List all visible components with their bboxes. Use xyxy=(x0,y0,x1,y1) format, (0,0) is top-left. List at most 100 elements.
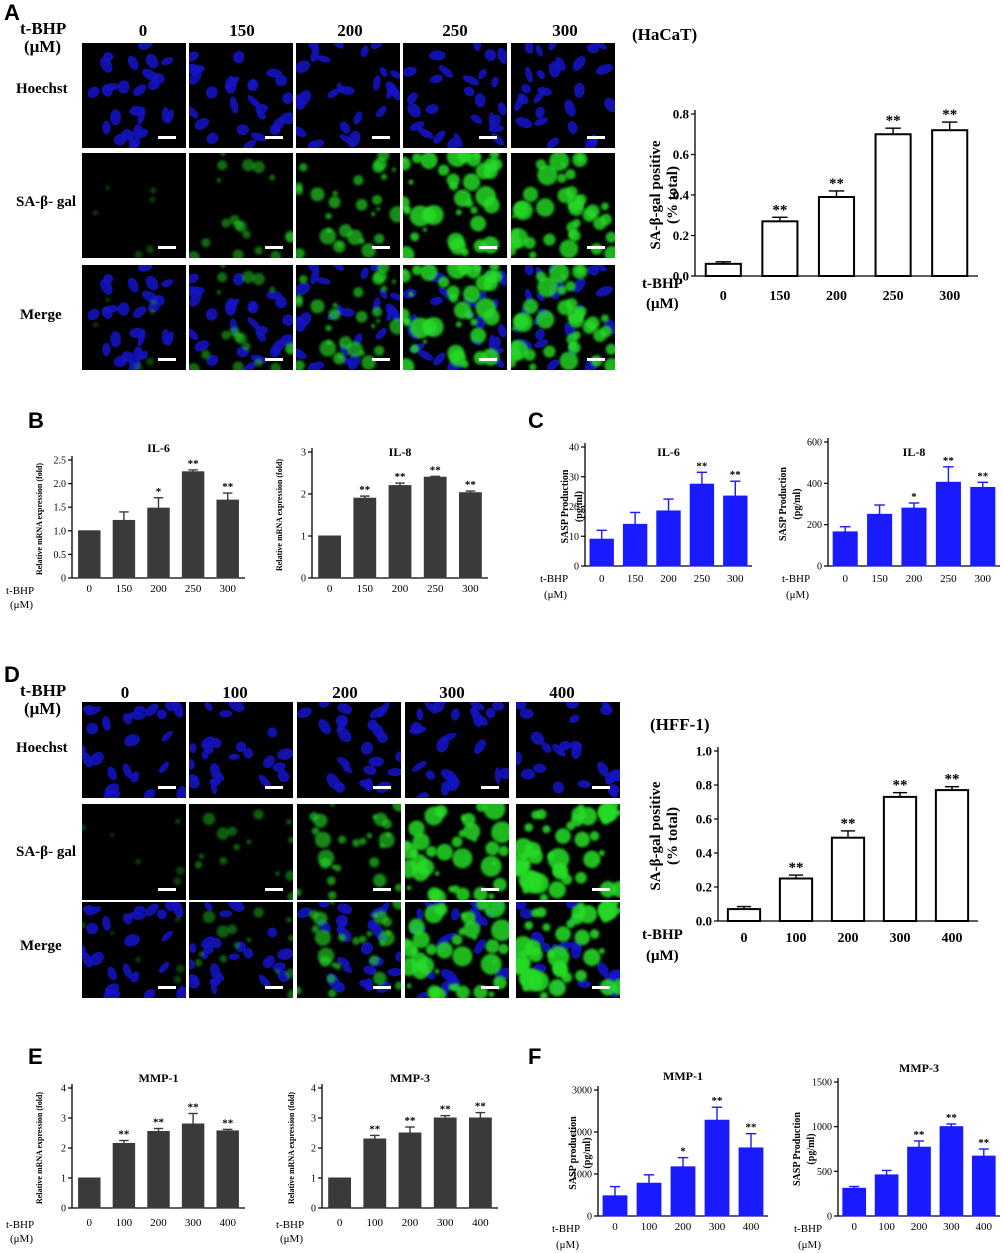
x-axis-label: t-BHP xyxy=(794,1223,822,1235)
chart-b-il8: 0 1 2 3 0 ** 150 ** 200 ** 250 ** 300 IL-8 Relative mR… xyxy=(275,445,488,595)
y-axis-label: SASP Production xyxy=(778,467,789,541)
y-tick-label: 0.4 xyxy=(673,188,690,203)
y-tick-label: 0.0 xyxy=(673,269,689,284)
category-label: 0 xyxy=(87,583,93,595)
y-axis-label: SASP Production xyxy=(560,469,571,543)
d-dose-label-line1: t-BHP xyxy=(20,681,66,700)
bar xyxy=(423,476,447,579)
bar xyxy=(656,510,681,567)
category-label: 300 xyxy=(727,573,744,585)
a-tile-merge-3 xyxy=(403,265,507,370)
bar xyxy=(363,1138,387,1209)
chart-b-il6: 0 0.5 1.0 1.5 2.0 2.5 0 150 * 200 ** 250 ** 300 IL-6 Re… xyxy=(6,441,245,611)
a-dose-4: 300 xyxy=(552,21,578,40)
category-label: 400 xyxy=(743,1221,760,1233)
bar xyxy=(704,1119,730,1217)
d-dose-2: 200 xyxy=(332,683,358,702)
category-label: 300 xyxy=(185,1217,202,1229)
a-tile-sa-gal-3 xyxy=(403,153,507,258)
category-label: 150 xyxy=(871,573,888,585)
category-label: 300 xyxy=(890,931,911,946)
bar xyxy=(181,471,205,579)
a-tile-sa-gal-2 xyxy=(296,153,400,258)
d-tile-sa-gal-2 xyxy=(297,804,401,900)
bar xyxy=(433,1117,457,1209)
y-tick-label: 2000 xyxy=(572,1128,592,1139)
category-label: 400 xyxy=(219,1217,236,1229)
y-tick-label: 1000 xyxy=(812,1122,832,1133)
category-label: 100 xyxy=(786,931,807,946)
significance-label: ** xyxy=(893,778,908,794)
category-label: 300 xyxy=(219,583,236,595)
bar xyxy=(468,1117,492,1209)
significance-label: ** xyxy=(914,1129,926,1141)
bar xyxy=(723,495,748,567)
y-tick-label: 2 xyxy=(61,1144,66,1155)
x-axis-label: (μM) xyxy=(646,296,679,312)
d-dose-label-line2: (μM) xyxy=(24,699,61,718)
chart-title: IL-8 xyxy=(903,445,926,459)
y-axis-label: Relative mRNA expression (fold) xyxy=(35,463,44,575)
y-tick-label: 600 xyxy=(807,438,822,449)
y-tick-label: 200 xyxy=(807,520,822,531)
bar xyxy=(939,1126,964,1217)
bar xyxy=(882,795,918,923)
x-axis-label: (μM) xyxy=(10,1233,33,1245)
y-tick-label: 0 xyxy=(301,574,306,585)
y-tick-label: 1.0 xyxy=(54,526,67,537)
category-label: 100 xyxy=(878,1221,895,1233)
bar xyxy=(112,519,136,579)
significance-label: ** xyxy=(188,1102,200,1114)
microscopy-image-grid xyxy=(82,43,620,998)
category-label: 200 xyxy=(906,573,923,585)
a-tile-hoechst-2 xyxy=(296,43,400,148)
a-tile-merge-1 xyxy=(189,265,293,370)
significance-label: ** xyxy=(942,107,957,123)
x-axis-label: (μM) xyxy=(544,589,567,601)
d-tile-sa-gal-1 xyxy=(189,804,293,900)
bar xyxy=(670,1166,696,1217)
significance-label: ** xyxy=(118,1129,130,1141)
bar xyxy=(147,1131,170,1209)
y-tick-label: 0 xyxy=(61,574,66,585)
bar xyxy=(874,133,912,277)
a-cell-line: (HaCaT) xyxy=(632,25,697,44)
category-label: 250 xyxy=(883,289,904,304)
chart-title: IL-8 xyxy=(389,445,412,459)
category-label: 300 xyxy=(437,1217,454,1229)
y-tick-label: 0.6 xyxy=(673,147,690,162)
d-dose-1: 100 xyxy=(222,683,248,702)
y-tick-label: 500 xyxy=(817,1167,832,1178)
x-axis-label: (μM) xyxy=(280,1233,303,1245)
panel-letter-e: E xyxy=(28,1044,43,1069)
category-label: 200 xyxy=(150,583,167,595)
bar xyxy=(761,220,799,277)
significance-label: ** xyxy=(712,1095,724,1107)
y-axis-label: SA-β-gal positive xyxy=(648,140,664,249)
chart-title: IL-6 xyxy=(147,441,170,455)
a-dose-label-line2: (μM) xyxy=(24,37,61,56)
category-label: 100 xyxy=(367,1217,384,1229)
d-tile-sa-gal-4 xyxy=(516,804,620,900)
y-tick-label: 0 xyxy=(61,1204,66,1215)
y-tick-label: 1000 xyxy=(572,1170,592,1181)
a-dose-2: 200 xyxy=(337,21,363,40)
chart-f-mmp3: 0 500 1000 1500 0 100 ** 200 ** 300 ** 400 MMP-3 SASP… xyxy=(792,1061,1000,1251)
bar xyxy=(353,497,377,579)
y-axis-label: SASP production xyxy=(568,1116,579,1190)
a-dose-3: 250 xyxy=(442,21,468,40)
significance-label: ** xyxy=(946,1112,958,1124)
significance-label: ** xyxy=(395,471,407,483)
category-label: 200 xyxy=(838,931,859,946)
significance-label: ** xyxy=(789,860,804,876)
y-tick-label: 3000 xyxy=(572,1086,592,1097)
y-tick-label: 0 xyxy=(587,1212,592,1223)
a-tile-sa-gal-4 xyxy=(511,153,615,258)
y-tick-label: 2.5 xyxy=(54,456,67,467)
a-row-merge: Merge xyxy=(20,307,62,323)
y-tick-label: 0 xyxy=(817,562,822,573)
bar xyxy=(388,485,412,579)
chart-a-bar: 0.0 0.2 0.4 0.6 0.8 0 ** 150 ** 200 ** 250 ** 300 SA-β… xyxy=(642,107,978,312)
d-tile-merge-0 xyxy=(82,902,186,998)
